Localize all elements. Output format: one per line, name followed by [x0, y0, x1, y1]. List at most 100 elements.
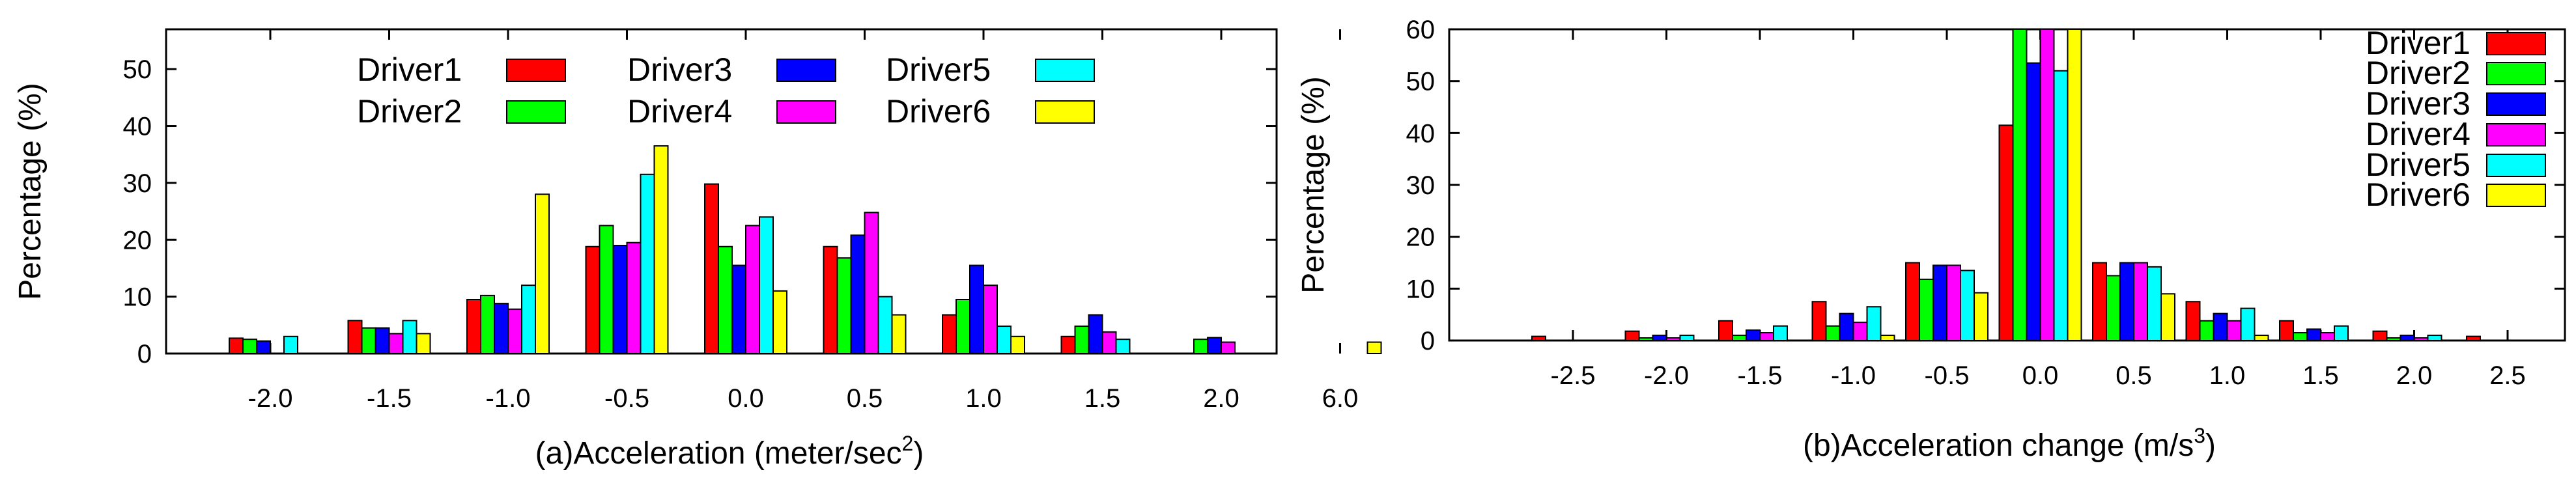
y-tick-label: 20 [123, 226, 152, 255]
y-tick-label: 10 [123, 283, 152, 312]
bar-driver2 [718, 245, 733, 354]
bar-driver6 [2160, 293, 2175, 341]
y-tick-label: 10 [1406, 275, 1436, 303]
bar-driver2 [2012, 29, 2028, 341]
legend-label: Driver3 [627, 51, 732, 88]
legend-label: Driver4 [627, 93, 732, 130]
bar-driver1 [2185, 301, 2201, 341]
x-axis-label-superscript: 2 [902, 432, 914, 455]
bar-driver2 [361, 327, 376, 354]
y-tick-label: 60 [1406, 16, 1436, 44]
bar-driver5 [2240, 307, 2256, 341]
x-tick-label: 0.0 [728, 384, 764, 413]
legend-label: Driver3 [2366, 85, 2470, 122]
legend: Driver1Driver2Driver3Driver4Driver5Drive… [357, 51, 1095, 130]
x-tick-label: -1.0 [486, 384, 531, 413]
bar-driver3 [2213, 313, 2228, 341]
bar-driver3 [612, 245, 628, 354]
bar-driver3 [2399, 335, 2415, 341]
bar-driver3 [1839, 313, 1854, 341]
y-tick-label: 30 [123, 169, 152, 198]
legend-swatch [2486, 62, 2546, 85]
y-tick-label: 40 [123, 113, 152, 141]
legend-label: Driver2 [2366, 55, 2470, 91]
bar-driver3 [2026, 62, 2041, 342]
x-tick-label: 1.0 [2209, 361, 2246, 390]
bar-driver4 [864, 212, 879, 355]
x-tick-label: 1.5 [2302, 361, 2339, 390]
bar-driver2 [599, 225, 614, 354]
legend-label: Driver6 [886, 93, 991, 130]
bar-driver4 [1665, 337, 1681, 341]
x-tick-label: 0.0 [2022, 361, 2059, 390]
bar-driver6 [1010, 335, 1025, 355]
x-tick-label: -1.5 [367, 384, 412, 413]
legend: Driver1Driver2Driver3Driver4Driver5Drive… [2366, 25, 2546, 213]
bar-driver6 [2067, 29, 2082, 341]
bar-driver2 [1638, 337, 1654, 341]
bar-driver1 [2372, 330, 2388, 342]
legend-swatch [2486, 184, 2546, 207]
bar-driver3 [494, 303, 509, 354]
bar-driver1 [585, 245, 601, 354]
bar-driver5 [2334, 325, 2349, 341]
bar-driver1 [1811, 301, 1827, 341]
x-tick-label: -2.0 [1644, 361, 1689, 390]
bar-driver5 [1679, 335, 1695, 341]
x-axis-label-text: (a)Acceleration (meter/sec [535, 436, 902, 471]
bar-driver2 [1193, 339, 1208, 355]
bar-driver1 [1905, 262, 1920, 341]
bar-driver2 [242, 339, 257, 355]
bar-driver6 [653, 145, 669, 355]
legend-swatch [2486, 154, 2546, 177]
bar-driver5 [402, 320, 418, 355]
bar-driver4 [2320, 332, 2335, 341]
legend-label: Driver5 [2366, 146, 2470, 183]
x-tick-label: 6.0 [1322, 384, 1359, 413]
legend-label: Driver6 [2366, 176, 2470, 213]
x-tick-label: 2.0 [2396, 361, 2433, 390]
bar-driver5 [2053, 70, 2069, 341]
bar-driver2 [480, 294, 495, 355]
bar-driver2 [1825, 325, 1841, 341]
bar-driver5 [640, 173, 655, 354]
bar-driver5 [2147, 266, 2162, 341]
bar-driver4 [1221, 341, 1236, 354]
bar-driver3 [1746, 329, 1761, 342]
bar-driver6 [416, 333, 431, 355]
chart-1: 0 10 20 30 40 50 -2.0 -1.5 -1.0 -0.5 0.0 0.5 1.0 1.5 2… [13, 28, 1382, 471]
y-axis-label: Percentage (%) [1296, 76, 1331, 294]
bar-driver1 [1531, 335, 1546, 341]
bar-driver3 [256, 340, 271, 354]
bar-driver3 [850, 234, 866, 354]
bar-driver1 [823, 245, 838, 354]
bar-driver5 [877, 296, 893, 355]
legend-swatch [776, 59, 836, 82]
bar-driver1 [2466, 335, 2481, 341]
legend-swatch [2486, 123, 2546, 146]
legend-label: Driver2 [357, 93, 462, 130]
bar-driver3 [969, 264, 984, 354]
bar-driver1 [229, 337, 244, 354]
bar-driver5 [1866, 306, 1882, 342]
bar-driver2 [2386, 337, 2401, 341]
x-tick-label: -1.5 [1738, 361, 1783, 390]
legend-label: Driver1 [357, 51, 462, 88]
x-axis-label-superscript: 3 [2194, 424, 2205, 447]
bar-driver4 [507, 308, 522, 354]
bar-driver6 [1974, 292, 1989, 341]
bar-driver2 [955, 299, 970, 354]
bar-driver3 [2119, 262, 2134, 341]
legend-label: Driver1 [2366, 25, 2470, 61]
x-axis-label: (b)Acceleration change (m/s3) [1803, 424, 2216, 463]
bar-driver6 [891, 314, 907, 355]
bar-driver3 [375, 327, 390, 354]
bar-driver3 [1088, 314, 1103, 355]
legend-swatch [2486, 32, 2546, 55]
bar-driver4 [1946, 264, 1961, 342]
bar-driver3 [2306, 328, 2321, 341]
legend-swatch [1035, 100, 1095, 124]
bar-driver3 [1932, 264, 1947, 342]
bar-driver4 [2133, 262, 2148, 341]
